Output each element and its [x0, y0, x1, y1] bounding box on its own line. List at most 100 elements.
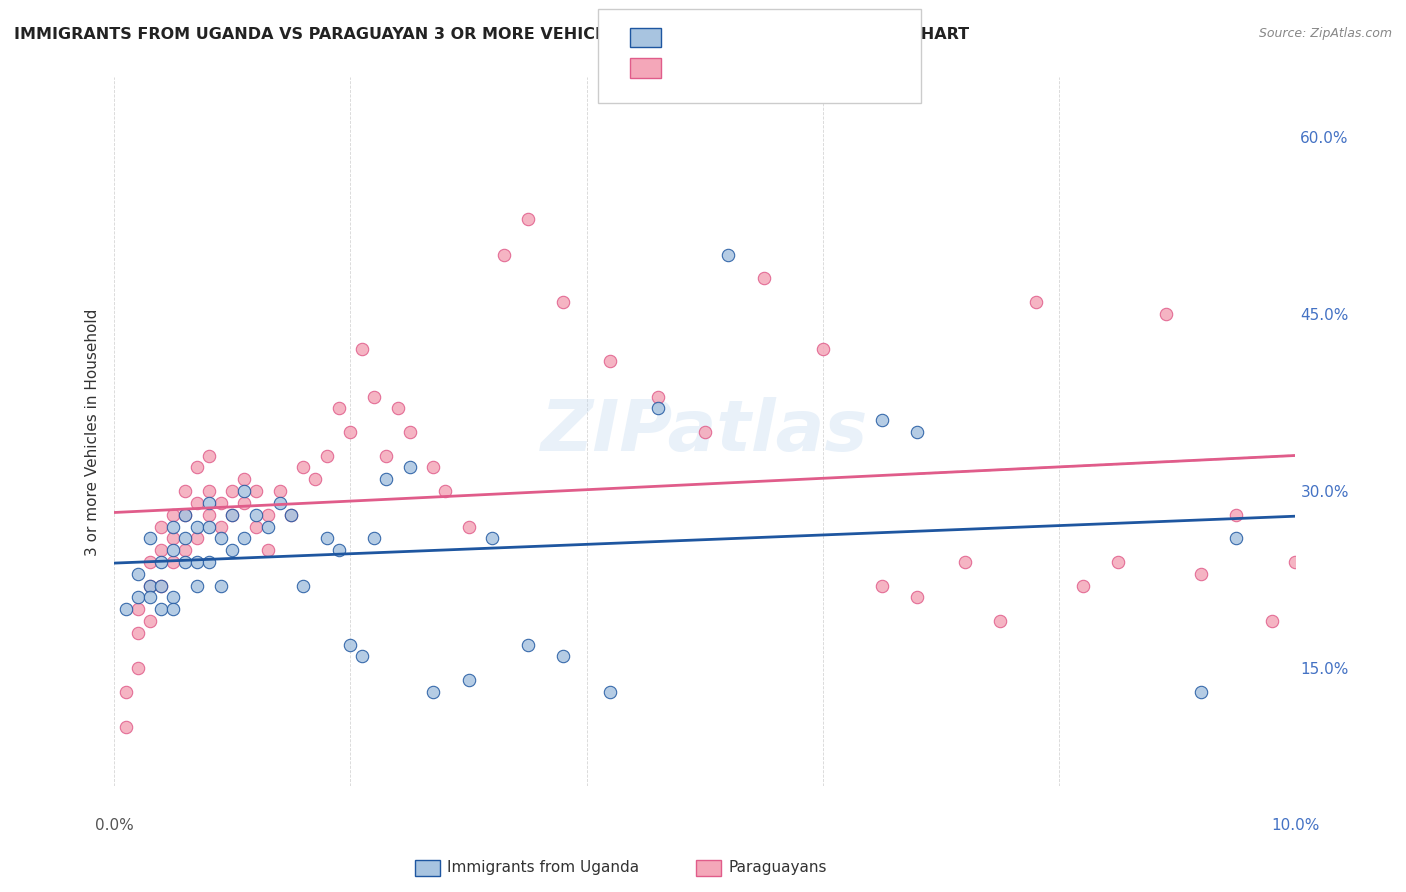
Point: [907, 591, 929, 605]
Point: [150, 543, 173, 558]
Point: [197, 508, 219, 522]
Point: [186, 460, 208, 475]
Text: IMMIGRANTS FROM UGANDA VS PARAGUAYAN 3 OR MORE VEHICLES IN HOUSEHOLD CORRELATION: IMMIGRANTS FROM UGANDA VS PARAGUAYAN 3 O…: [14, 27, 969, 42]
Point: [292, 460, 315, 475]
Point: [457, 673, 479, 687]
Point: [1261, 614, 1284, 628]
Point: [352, 649, 374, 664]
Text: 52: 52: [790, 29, 815, 46]
Text: R =: R =: [671, 60, 710, 78]
Point: [870, 578, 893, 592]
Point: [457, 519, 479, 533]
Text: N =: N =: [749, 60, 801, 78]
Point: [174, 508, 197, 522]
Point: [209, 496, 232, 510]
Point: [1225, 532, 1247, 546]
Point: [162, 591, 184, 605]
Point: [433, 484, 456, 499]
Point: [150, 555, 173, 569]
Point: [492, 248, 515, 262]
Point: [197, 555, 219, 569]
Point: [162, 543, 184, 558]
Point: [516, 638, 538, 652]
Text: Source: ZipAtlas.com: Source: ZipAtlas.com: [1258, 27, 1392, 40]
Point: [870, 413, 893, 427]
Point: [150, 578, 173, 592]
Point: [374, 472, 396, 486]
Point: [162, 602, 184, 616]
Point: [138, 555, 160, 569]
Point: [339, 638, 361, 652]
Point: [811, 343, 834, 357]
Point: [209, 519, 232, 533]
Point: [1154, 307, 1177, 321]
Point: [1189, 566, 1212, 581]
Point: [127, 591, 149, 605]
Point: [551, 649, 574, 664]
Point: [127, 602, 149, 616]
Point: [315, 449, 337, 463]
Text: 0.368: 0.368: [707, 60, 765, 78]
Point: [363, 532, 385, 546]
Point: [127, 625, 149, 640]
Point: [138, 532, 160, 546]
Point: [221, 508, 243, 522]
Point: [717, 248, 740, 262]
Point: [245, 508, 267, 522]
Point: [1107, 555, 1129, 569]
Point: [363, 390, 385, 404]
Point: [1189, 685, 1212, 699]
Point: [374, 449, 396, 463]
Point: [221, 484, 243, 499]
Point: [398, 460, 420, 475]
Point: [988, 614, 1011, 628]
Point: [280, 508, 302, 522]
Point: [221, 543, 243, 558]
Point: [138, 578, 160, 592]
Point: [174, 508, 197, 522]
Point: [398, 425, 420, 439]
Point: [269, 496, 291, 510]
Point: [387, 401, 409, 416]
Point: [481, 532, 503, 546]
Point: [162, 555, 184, 569]
Text: 0.0%: 0.0%: [94, 818, 134, 833]
Point: [115, 685, 138, 699]
Point: [127, 566, 149, 581]
Text: 10.0%: 10.0%: [1271, 818, 1320, 833]
Text: Paraguayans: Paraguayans: [728, 861, 827, 875]
Point: [256, 519, 278, 533]
Point: [551, 295, 574, 310]
Point: [115, 720, 138, 734]
Point: [186, 519, 208, 533]
Point: [516, 212, 538, 227]
Point: [186, 496, 208, 510]
Point: [422, 460, 444, 475]
Point: [953, 555, 976, 569]
Point: [197, 484, 219, 499]
Point: [150, 602, 173, 616]
Point: [197, 496, 219, 510]
Point: [150, 519, 173, 533]
Point: [599, 354, 621, 368]
Point: [233, 484, 256, 499]
Point: [138, 614, 160, 628]
Point: [256, 508, 278, 522]
Point: [162, 519, 184, 533]
Point: [693, 425, 716, 439]
Point: [209, 578, 232, 592]
Point: [245, 484, 267, 499]
Point: [339, 425, 361, 439]
Point: [422, 685, 444, 699]
Text: R =: R =: [671, 29, 710, 46]
Point: [221, 508, 243, 522]
Point: [1225, 508, 1247, 522]
Point: [174, 543, 197, 558]
Text: 68: 68: [790, 60, 815, 78]
Point: [647, 401, 669, 416]
Point: [186, 578, 208, 592]
Point: [209, 532, 232, 546]
Point: [233, 496, 256, 510]
Point: [599, 685, 621, 699]
Point: [280, 508, 302, 522]
